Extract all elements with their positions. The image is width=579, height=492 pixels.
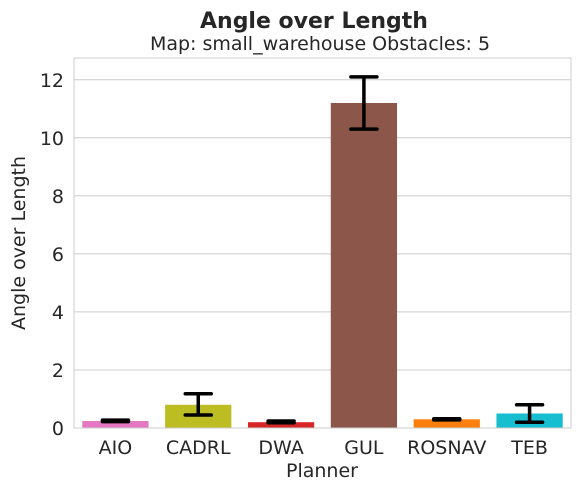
bar (247, 422, 315, 428)
y-tick-label: 4 (52, 302, 64, 324)
y-tick-label: 0 (52, 418, 64, 440)
y-tick-label: 6 (52, 244, 64, 266)
y-tick-label: 10 (40, 128, 64, 150)
chart-subtitle: Map: small_warehouse Obstacles: 5 (150, 33, 490, 55)
bar (82, 421, 149, 428)
x-tick-label: GUL (344, 437, 384, 459)
x-tick-label: TEB (510, 437, 548, 459)
x-axis-label: Planner (286, 460, 358, 482)
x-tick-label: DWA (258, 437, 303, 459)
x-tick-label: ROSNAV (407, 437, 486, 459)
y-tick-label: 2 (52, 360, 64, 382)
y-tick-label: 8 (52, 186, 64, 208)
bar (330, 102, 398, 428)
plot-frame (73, 57, 572, 429)
y-tick-labels: 0 2 4 6 8 10 12 (40, 70, 64, 440)
x-tick-labels: AIO CADRL DWA GUL ROSNAV TEB (99, 437, 548, 459)
bar (413, 419, 480, 428)
y-axis-label: Angle over Length (8, 156, 30, 330)
error-bars (100, 75, 545, 425)
x-tick-label: CADRL (166, 437, 231, 459)
chart-title: Angle over Length (200, 9, 428, 34)
y-tick-label: 12 (40, 70, 64, 92)
bars (82, 102, 563, 428)
x-tick-label: AIO (99, 437, 133, 459)
grid-lines (74, 79, 571, 429)
